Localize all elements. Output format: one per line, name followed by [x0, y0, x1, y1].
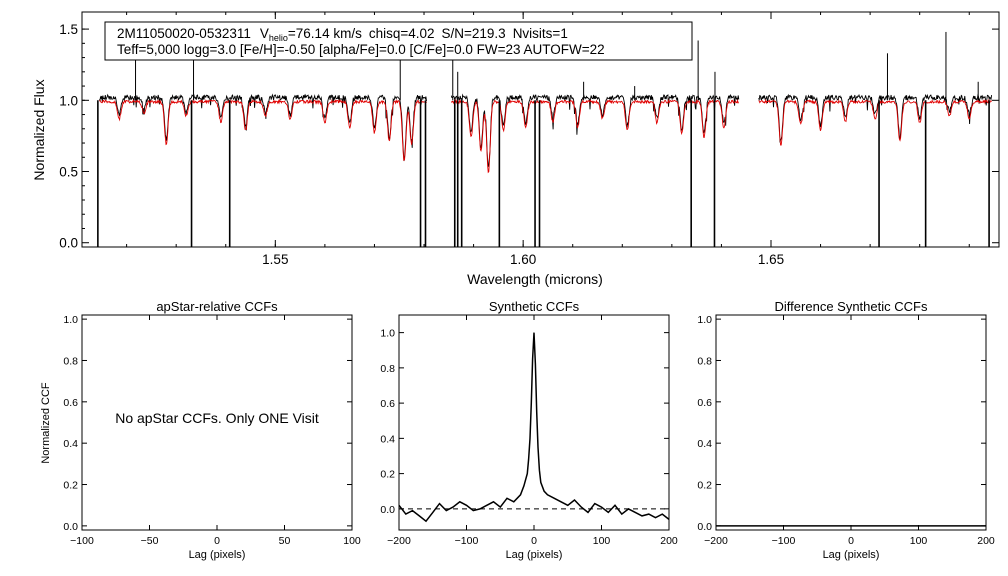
ytick-label: 0.2 [697, 480, 712, 492]
xtick-label: 0 [214, 535, 220, 547]
apstar-ccf-ylabel: Normalized CCF [40, 382, 52, 464]
chisq-value: chisq=4.02 [369, 26, 435, 41]
xtick-label: 1.60 [510, 252, 536, 267]
ytick-label: 1.0 [59, 93, 78, 108]
xtick-label: 100 [593, 535, 611, 547]
apstar-ccf-panel: apStar-relative CCFs −100 −50 0 50 100 0.0 0.2… [40, 299, 361, 561]
vhelio-subscript: helio [269, 33, 288, 43]
model-spectrum-line [450, 98, 739, 174]
observed-spectrum-line [98, 93, 427, 162]
star-id: 2M11050020-0532311 [117, 26, 251, 41]
synthetic-ccf-line [398, 332, 670, 523]
apstar-ccf-title: apStar-relative CCFs [156, 299, 278, 314]
synthetic-ccf-xlabel: Lag (pixels) [506, 549, 563, 561]
xtick-label: −200 [704, 535, 728, 547]
ytick-label: 0.4 [380, 433, 395, 445]
model-spectrum-line [99, 98, 427, 162]
xtick-label: 200 [977, 535, 995, 547]
ytick-label: 0.8 [380, 363, 395, 375]
ytick-label: 0.6 [697, 397, 712, 409]
xtick-label: 0 [531, 535, 537, 547]
ytick-label: 1.5 [59, 22, 78, 37]
synthetic-ccf-plot-area [398, 332, 670, 523]
ytick-label: 0.6 [380, 398, 395, 410]
xtick-label: 100 [343, 535, 361, 547]
ytick-label: 1.0 [63, 314, 78, 326]
xtick-label: 0 [848, 535, 854, 547]
apstar-ccf-message: No apStar CCFs. Only ONE Visit [115, 410, 319, 426]
ytick-label: 1.0 [697, 314, 712, 326]
xtick-label: −100 [772, 535, 796, 547]
difference-ccf-ticks: −200 −100 0 100 200 0.0 0.2 0.4 0.6 0.8 1.0 [697, 314, 995, 547]
ytick-label: 0.4 [697, 438, 712, 450]
xtick-label: −200 [387, 535, 411, 547]
difference-ccf-panel: Difference Synthetic CCFs −200 −100 0 100 20… [697, 299, 995, 561]
xtick-label: 200 [660, 535, 678, 547]
xtick-label: −50 [141, 535, 159, 547]
ytick-label: 0.4 [63, 438, 78, 450]
vhelio-label: V [260, 26, 269, 41]
synthetic-ccf-ticks: −200 −100 0 100 200 0.0 0.2 0.4 0.6 0.8 1.0 [380, 315, 678, 547]
xtick-label: 50 [279, 535, 291, 547]
xtick-label: −100 [70, 535, 94, 547]
ytick-label: 0.0 [59, 236, 78, 251]
xtick-label: 100 [910, 535, 928, 547]
header-line-1: 2M11050020-0532311 Vhelio=76.14 km/s chisq… [117, 26, 568, 43]
spectrum-panel: 1.55 1.60 1.65 0.0 0.5 1.0 1.5 2M11050020-0532… [31, 11, 1000, 287]
header-box [104, 21, 693, 61]
spectrum-xlabel: Wavelength (microns) [467, 271, 603, 287]
apstar-ccf-xlabel: Lag (pixels) [189, 549, 246, 561]
observed-spectrum-line [758, 93, 993, 143]
ytick-label: 0.6 [63, 397, 78, 409]
difference-ccf-frame [715, 314, 987, 531]
difference-ccf-xlabel: Lag (pixels) [823, 549, 880, 561]
difference-ccf-title: Difference Synthetic CCFs [775, 299, 928, 314]
apstar-ccf-ticks: −100 −50 0 50 100 0.0 0.2 0.4 0.6 0.8 1.0 [63, 314, 361, 547]
nvisits-value: Nvisits=1 [513, 26, 568, 41]
spectrum-ticks: 1.55 1.60 1.65 0.0 0.5 1.0 1.5 [59, 12, 999, 267]
vhelio-value: =76.14 km/s [288, 26, 362, 41]
sn-value: S/N=219.3 [442, 26, 506, 41]
observed-spectrum-line [450, 93, 740, 168]
ytick-label: 0.0 [63, 521, 78, 533]
xtick-label: −100 [455, 535, 479, 547]
ytick-label: 0.0 [697, 521, 712, 533]
ytick-label: 0.8 [697, 355, 712, 367]
model-spectrum-line [758, 98, 992, 146]
ytick-label: 1.0 [380, 328, 395, 340]
spectrum-plot-area [97, 31, 993, 247]
spectrum-ylabel: Normalized Flux [31, 79, 47, 180]
xtick-label: 1.55 [262, 252, 288, 267]
ytick-label: 0.2 [380, 469, 395, 481]
synthetic-ccf-title: Synthetic CCFs [489, 299, 580, 314]
ytick-label: 0.0 [380, 504, 395, 516]
synthetic-ccf-panel: Synthetic CCFs −200 −100 0 100 200 0.0 0.2 0.4 0… [380, 299, 678, 561]
ytick-label: 0.5 [59, 165, 78, 180]
ytick-label: 0.2 [63, 480, 78, 492]
xtick-label: 1.65 [758, 252, 784, 267]
ytick-label: 0.8 [63, 355, 78, 367]
spectrum-frame [81, 11, 1000, 248]
header-params: Teff=5,000 logg=3.0 [Fe/H]=-0.50 [alpha/… [117, 42, 605, 57]
